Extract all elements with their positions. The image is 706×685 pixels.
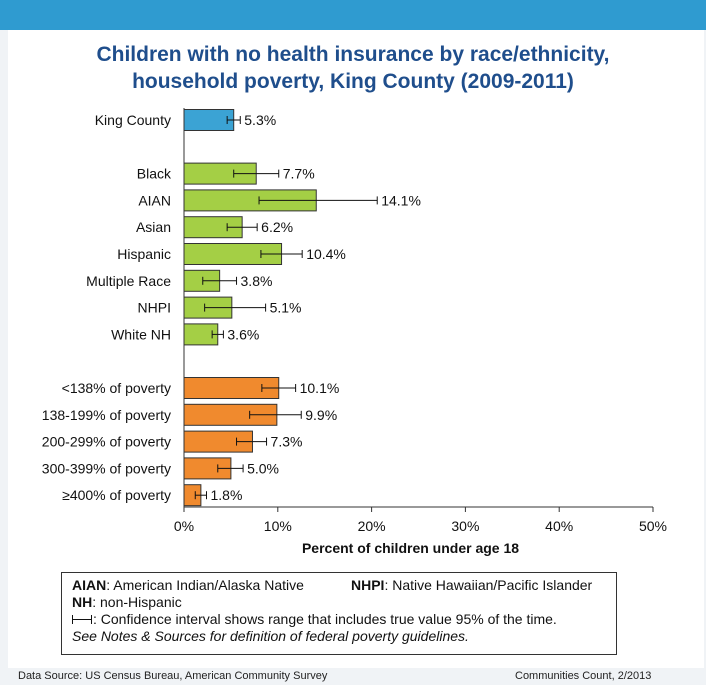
data-label: 5.0%: [247, 460, 279, 476]
legend-nhpi: NHPI: Native Hawaiian/Pacific Islander: [351, 577, 592, 594]
category-label: Asian: [136, 219, 171, 235]
confidence-interval-icon: [72, 615, 92, 624]
x-tick-label: 30%: [451, 518, 479, 534]
legend-box: AIAN: American Indian/Alaska Native NHPI…: [61, 572, 617, 655]
legend-nh-abbr: NH: [72, 594, 93, 610]
category-label: <138% of poverty: [62, 380, 171, 396]
chart-title-line-1: Children with no health insurance by rac…: [96, 43, 610, 66]
category-label: 138-199% of poverty: [42, 407, 171, 423]
category-label: Hispanic: [117, 246, 171, 262]
data-label: 14.1%: [381, 192, 421, 208]
category-label: Multiple Race: [86, 273, 171, 289]
legend-nhpi-abbr: NHPI: [351, 577, 385, 593]
category-label: ≥400% of poverty: [62, 487, 171, 503]
legend-aian-text: : American Indian/Alaska Native: [106, 577, 304, 593]
footer-credit: Communities Count, 2/2013: [515, 670, 652, 682]
category-label: White NH: [111, 326, 171, 342]
x-tick-label: 50%: [639, 518, 667, 534]
data-label: 9.9%: [305, 407, 337, 423]
data-label: 3.6%: [227, 326, 259, 342]
legend-see-notes: Notes & Sources: [100, 628, 206, 644]
data-label: 7.7%: [283, 166, 315, 182]
legend-row-abbreviations: AIAN: American Indian/Alaska Native NHPI…: [72, 577, 606, 594]
data-label: 5.1%: [270, 300, 302, 316]
top-color-band: [0, 0, 706, 30]
legend-row-nh: NH: non-Hispanic: [72, 594, 606, 611]
data-label: 5.3%: [244, 112, 276, 128]
category-label: NHPI: [138, 300, 171, 316]
legend-nhpi-text: : Native Hawaiian/Pacific Islander: [384, 577, 593, 593]
bar-chart: King County 5.3% Black 7.7% AIAN 14.1% Asian 6.…: [42, 108, 667, 556]
chart-title: Children with no health insurance by rac…: [20, 41, 686, 95]
category-label: 300-399% of poverty: [42, 460, 171, 476]
legend-row-notes: See Notes & Sources for definition of fe…: [72, 628, 606, 645]
x-axis-label: Percent of children under age 18: [302, 540, 519, 556]
data-label: 6.2%: [261, 219, 293, 235]
chart-title-line-2: household poverty, King County (2009-201…: [132, 70, 574, 93]
data-label: 3.8%: [241, 273, 273, 289]
bar: [183, 109, 235, 131]
category-label: AIAN: [138, 192, 171, 208]
data-label: 10.4%: [306, 246, 346, 262]
legend-see-suffix: for definition of federal poverty guidel…: [205, 628, 469, 644]
x-tick-label: 40%: [545, 518, 573, 534]
data-label: 7.3%: [271, 434, 303, 450]
category-label: 200-299% of poverty: [42, 434, 171, 450]
legend-row-ci: : Confidence interval shows range that i…: [72, 611, 606, 628]
chart-frame: [8, 30, 704, 668]
legend-nh-text: : non-Hispanic: [92, 594, 182, 610]
category-label: Black: [137, 166, 172, 182]
data-label: 1.8%: [211, 487, 243, 503]
legend-aian-abbr: AIAN: [72, 577, 107, 593]
legend-ci-text: : Confidence interval shows range that i…: [93, 611, 557, 627]
data-label: 10.1%: [300, 380, 340, 396]
legend-see-prefix: See: [72, 628, 101, 644]
x-tick-label: 0%: [174, 518, 194, 534]
x-tick-label: 20%: [358, 518, 386, 534]
x-tick-label: 10%: [264, 518, 292, 534]
footer-data-source: Data Source: US Census Bureau, American …: [18, 670, 328, 682]
category-label: King County: [95, 112, 171, 128]
